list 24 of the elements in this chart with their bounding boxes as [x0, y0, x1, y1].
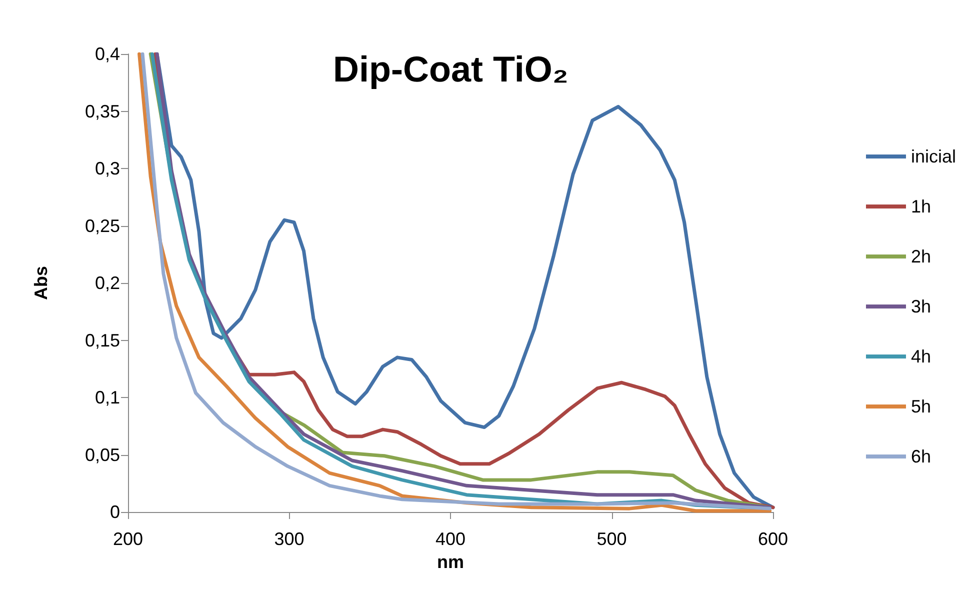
y-tick-label: 0,15 — [84, 330, 120, 350]
y-tick-label: 0,2 — [94, 273, 120, 293]
x-tick-label: 600 — [758, 529, 788, 549]
legend-label: 6h — [910, 446, 932, 466]
y-axis-title: Abs — [31, 266, 51, 300]
legend-label: 4h — [910, 346, 932, 366]
legend-label: inicial — [910, 146, 956, 166]
y-tick-label: 0,4 — [94, 44, 120, 64]
y-tick-label: 0 — [110, 502, 120, 522]
y-tick-label: 0,1 — [94, 388, 120, 408]
y-tick-label: 0,25 — [84, 216, 120, 236]
x-tick-label: 400 — [435, 529, 466, 549]
y-tick-label: 0,3 — [94, 158, 120, 178]
chart-title: Dip-Coat TiO₂ — [333, 48, 568, 90]
x-tick-label: 300 — [274, 529, 304, 549]
y-tick-label: 0,05 — [84, 444, 120, 465]
legend-label: 2h — [910, 246, 932, 266]
y-tick-label: 0,35 — [84, 101, 120, 122]
legend-label: 1h — [910, 196, 932, 216]
legend-label: 5h — [910, 396, 932, 416]
x-tick-label: 200 — [112, 529, 144, 549]
x-axis-title: nm — [437, 552, 464, 572]
x-tick-label: 500 — [596, 529, 627, 549]
legend-label: 3h — [910, 296, 932, 316]
